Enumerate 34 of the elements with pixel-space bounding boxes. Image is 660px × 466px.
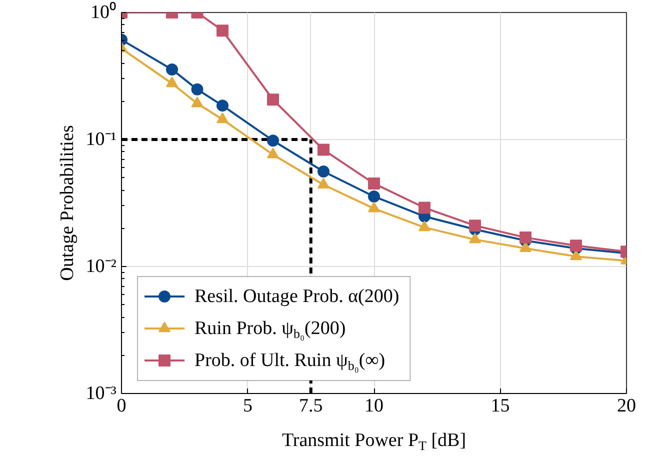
legend-label: Resil. Outage Prob. α(200) — [194, 286, 400, 307]
x-tick-label: 10 — [364, 396, 384, 416]
point — [318, 144, 330, 156]
point — [469, 220, 481, 232]
point — [418, 220, 430, 232]
point — [520, 232, 532, 244]
point — [267, 94, 279, 106]
point — [216, 112, 228, 124]
y-tick-label: 10⁻³ — [86, 383, 117, 404]
point — [267, 134, 279, 147]
point — [191, 83, 204, 96]
y-axis-title: Outage Probabilities — [56, 125, 78, 281]
y-tick-label: 10⁻¹ — [86, 129, 117, 150]
x-tick-label: 15 — [490, 396, 510, 416]
point — [267, 148, 279, 158]
y-tick-label: 10⁰ — [90, 1, 116, 23]
point — [318, 165, 330, 178]
point — [368, 190, 380, 202]
point — [318, 178, 330, 188]
point — [469, 232, 481, 244]
x-tick-label: 5 — [243, 396, 252, 416]
point — [216, 100, 228, 112]
point — [216, 24, 228, 37]
point — [166, 76, 178, 88]
point — [418, 202, 430, 214]
point — [368, 178, 380, 190]
x-tick-label: 0 — [116, 396, 126, 416]
point — [191, 96, 204, 108]
point — [166, 63, 178, 76]
x-tick-label: 7.5 — [299, 396, 323, 416]
y-tick-label: 10⁻² — [86, 256, 117, 277]
x-tick-label: 20 — [617, 396, 636, 416]
point — [570, 240, 582, 252]
point — [368, 202, 380, 212]
